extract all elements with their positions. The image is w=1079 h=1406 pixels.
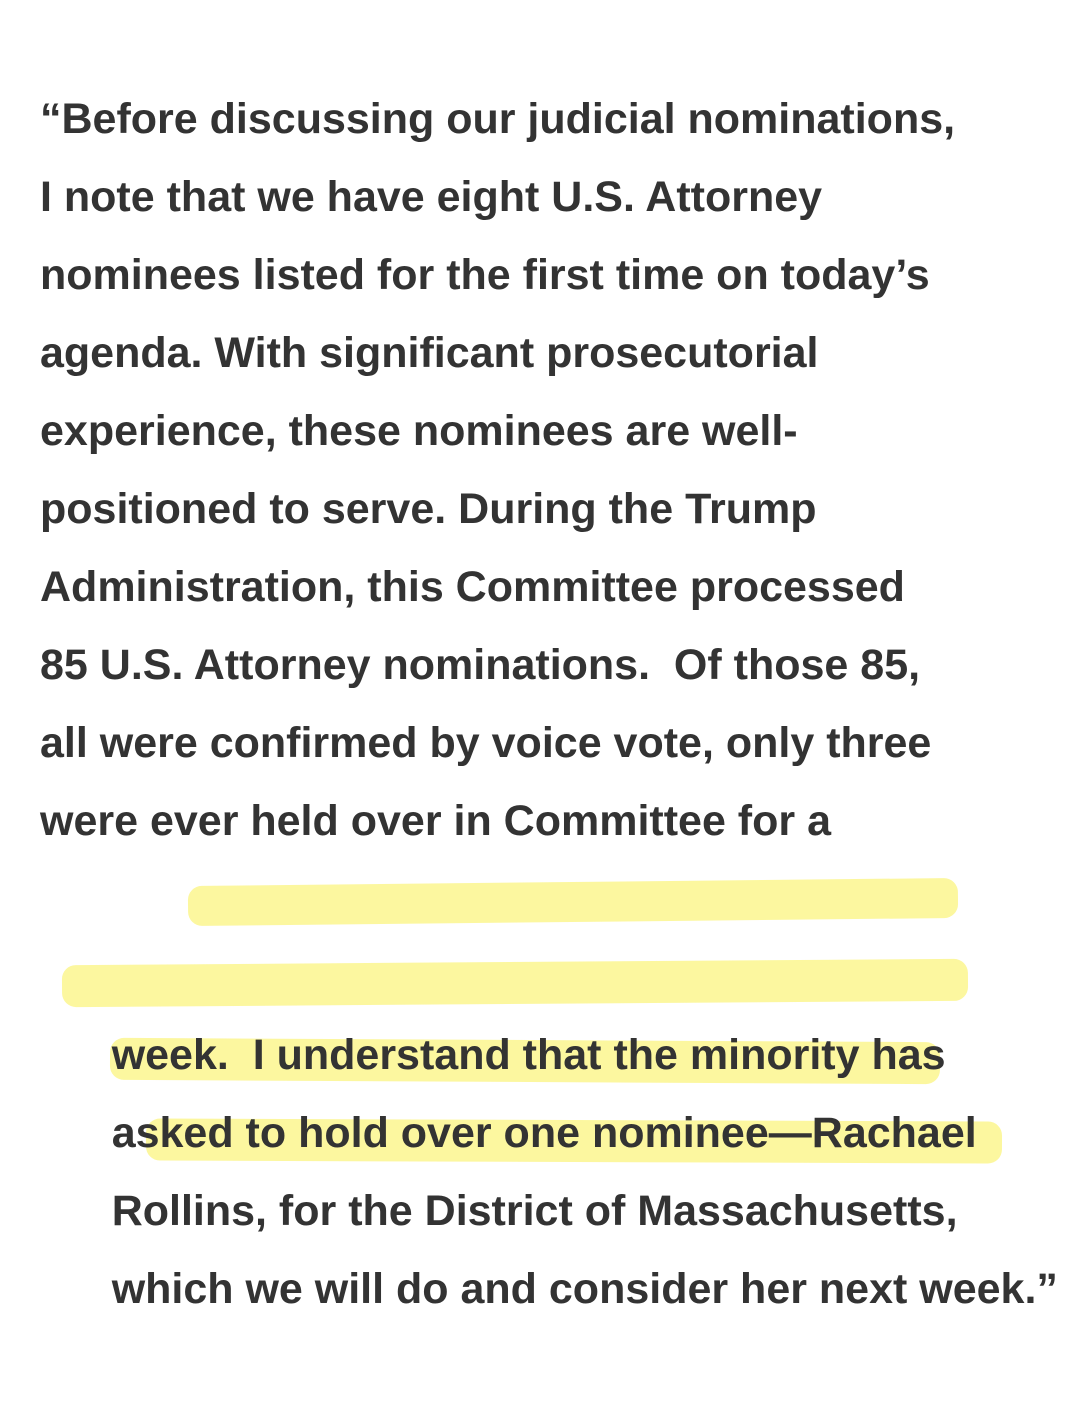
quote-line: I note that we have eight U.S. Attorney [40, 173, 823, 221]
quote-line: were ever held over in Committee for a [40, 797, 831, 845]
quote-line: asked to hold over one nominee—Rachael [40, 938, 1060, 1157]
quote-line: Administration, this Committee processed [40, 563, 905, 611]
quote-line: nominees listed for the first time on to… [40, 251, 930, 299]
highlighter-mark [61, 958, 969, 1008]
quote-line: agenda. With significant prosecutorial [40, 329, 819, 377]
quote-line: all were confirmed by voice vote, only t… [40, 719, 932, 767]
quote-line: 85 U.S. Attorney nominations. Of those 8… [40, 641, 921, 689]
document-page: “Before discussing our judicial nominati… [40, 80, 1060, 1313]
quote-line: “Before discussing our judicial nominati… [40, 95, 956, 143]
quote-paragraph: “Before discussing our judicial nominati… [40, 80, 1060, 1313]
highlighter-mark [187, 877, 959, 927]
quote-line: week. I understand that the minority has [40, 860, 1060, 1079]
quote-line: positioned to serve. During the Trump [40, 485, 817, 533]
quote-line: experience, these nominees are well- [40, 407, 798, 455]
